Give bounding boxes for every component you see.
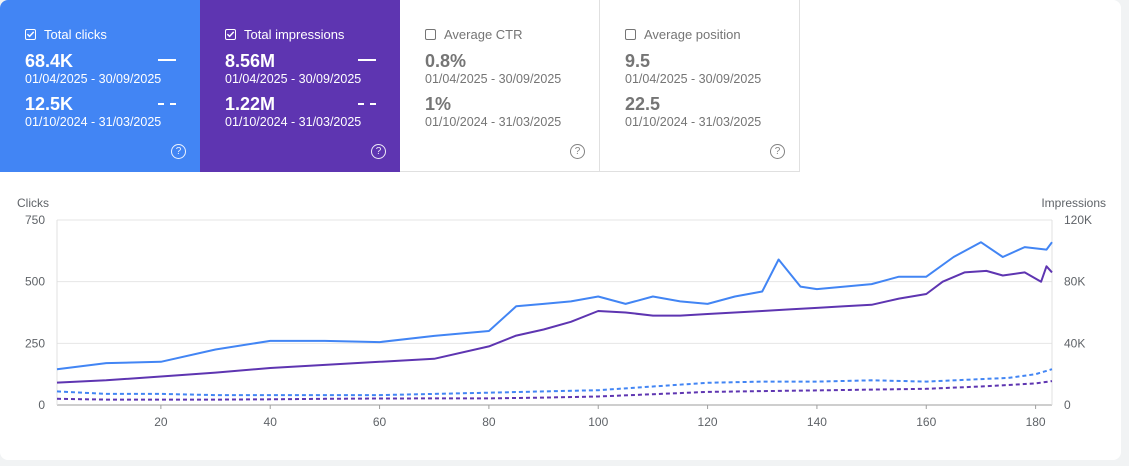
help-circle-icon[interactable]: ? xyxy=(770,144,785,159)
metric-total-clicks[interactable]: Total clicks 68.4K 01/04/2025 - 30/09/20… xyxy=(0,0,200,172)
left-axis-label: Clicks xyxy=(17,196,49,210)
metric-previous-range: 01/10/2024 - 31/03/2025 xyxy=(25,115,162,129)
checkbox-unchecked-icon[interactable] xyxy=(625,28,636,40)
metric-previous-range: 01/10/2024 - 31/03/2025 xyxy=(225,115,362,129)
help-circle-icon[interactable]: ? xyxy=(570,144,585,159)
metric-label: Total impressions xyxy=(244,26,345,42)
metric-label: Average position xyxy=(644,26,741,42)
left-tick-label: 250 xyxy=(25,336,45,350)
x-tick-label: 80 xyxy=(482,415,496,429)
x-tick-label: 140 xyxy=(807,415,827,429)
left-tick-label: 500 xyxy=(25,275,45,289)
left-tick-label: 750 xyxy=(25,213,45,227)
checkbox-unchecked-icon[interactable] xyxy=(425,28,436,40)
metric-current-range: 01/04/2025 - 30/09/2025 xyxy=(425,72,562,86)
x-tick-label: 100 xyxy=(588,415,608,429)
help-circle-icon[interactable]: ? xyxy=(371,144,386,159)
metric-previous-value: 12.5K xyxy=(25,94,74,114)
impressions-current-line xyxy=(56,265,1053,384)
right-tick-label: 40K xyxy=(1064,336,1085,350)
clicks-current-line xyxy=(56,241,1053,371)
metric-label: Total clicks xyxy=(44,26,107,42)
metric-current-range: 01/04/2025 - 30/09/2025 xyxy=(25,72,162,86)
metric-average-position[interactable]: Average position 9.5 01/04/2025 - 30/09/… xyxy=(600,0,800,172)
checkbox-checked-icon[interactable] xyxy=(225,28,236,40)
metric-current-range: 01/04/2025 - 30/09/2025 xyxy=(225,72,362,86)
solid-line-legend-icon xyxy=(158,59,176,61)
right-tick-label: 80K xyxy=(1064,275,1085,289)
metric-current-value: 68.4K xyxy=(25,51,74,71)
checkbox-checked-icon[interactable] xyxy=(25,28,36,40)
metric-previous-value: 1% xyxy=(425,94,452,114)
help-circle-icon[interactable]: ? xyxy=(171,144,186,159)
metric-average-ctr[interactable]: Average CTR 0.8% 01/04/2025 - 30/09/2025… xyxy=(400,0,600,172)
x-tick-label: 40 xyxy=(264,415,278,429)
metric-current-value: 9.5 xyxy=(625,51,651,71)
x-tick-label: 20 xyxy=(154,415,168,429)
metric-current-value: 0.8% xyxy=(425,51,467,71)
metric-current-range: 01/04/2025 - 30/09/2025 xyxy=(625,72,762,86)
metric-label: Average CTR xyxy=(444,26,523,42)
left-tick-label: 0 xyxy=(38,398,45,412)
x-tick-label: 160 xyxy=(916,415,936,429)
x-tick-label: 120 xyxy=(698,415,718,429)
dashed-line-legend-icon xyxy=(358,103,376,105)
metric-previous-value: 1.22M xyxy=(225,94,276,114)
metric-current-value: 8.56M xyxy=(225,51,276,71)
metric-previous-value: 22.5 xyxy=(625,94,661,114)
performance-chart: Clicks Impressions 0 250 500 750 0 40K 80K 120K… xyxy=(17,196,1106,429)
metric-tabs: Total clicks 68.4K 01/04/2025 - 30/09/20… xyxy=(0,0,800,172)
metric-previous-range: 01/10/2024 - 31/03/2025 xyxy=(625,115,762,129)
x-tick-label: 180 xyxy=(1026,415,1046,429)
right-tick-label: 120K xyxy=(1064,213,1092,227)
metric-previous-range: 01/10/2024 - 31/03/2025 xyxy=(425,115,562,129)
dashed-line-legend-icon xyxy=(158,103,176,105)
metric-total-impressions[interactable]: Total impressions 8.56M 01/04/2025 - 30/… xyxy=(200,0,400,172)
impressions-previous-line xyxy=(56,380,1053,401)
x-tick-label: 60 xyxy=(373,415,387,429)
clicks-previous-line xyxy=(56,368,1053,397)
right-axis-label: Impressions xyxy=(1041,196,1106,210)
solid-line-legend-icon xyxy=(358,59,376,61)
right-tick-label: 0 xyxy=(1064,398,1071,412)
